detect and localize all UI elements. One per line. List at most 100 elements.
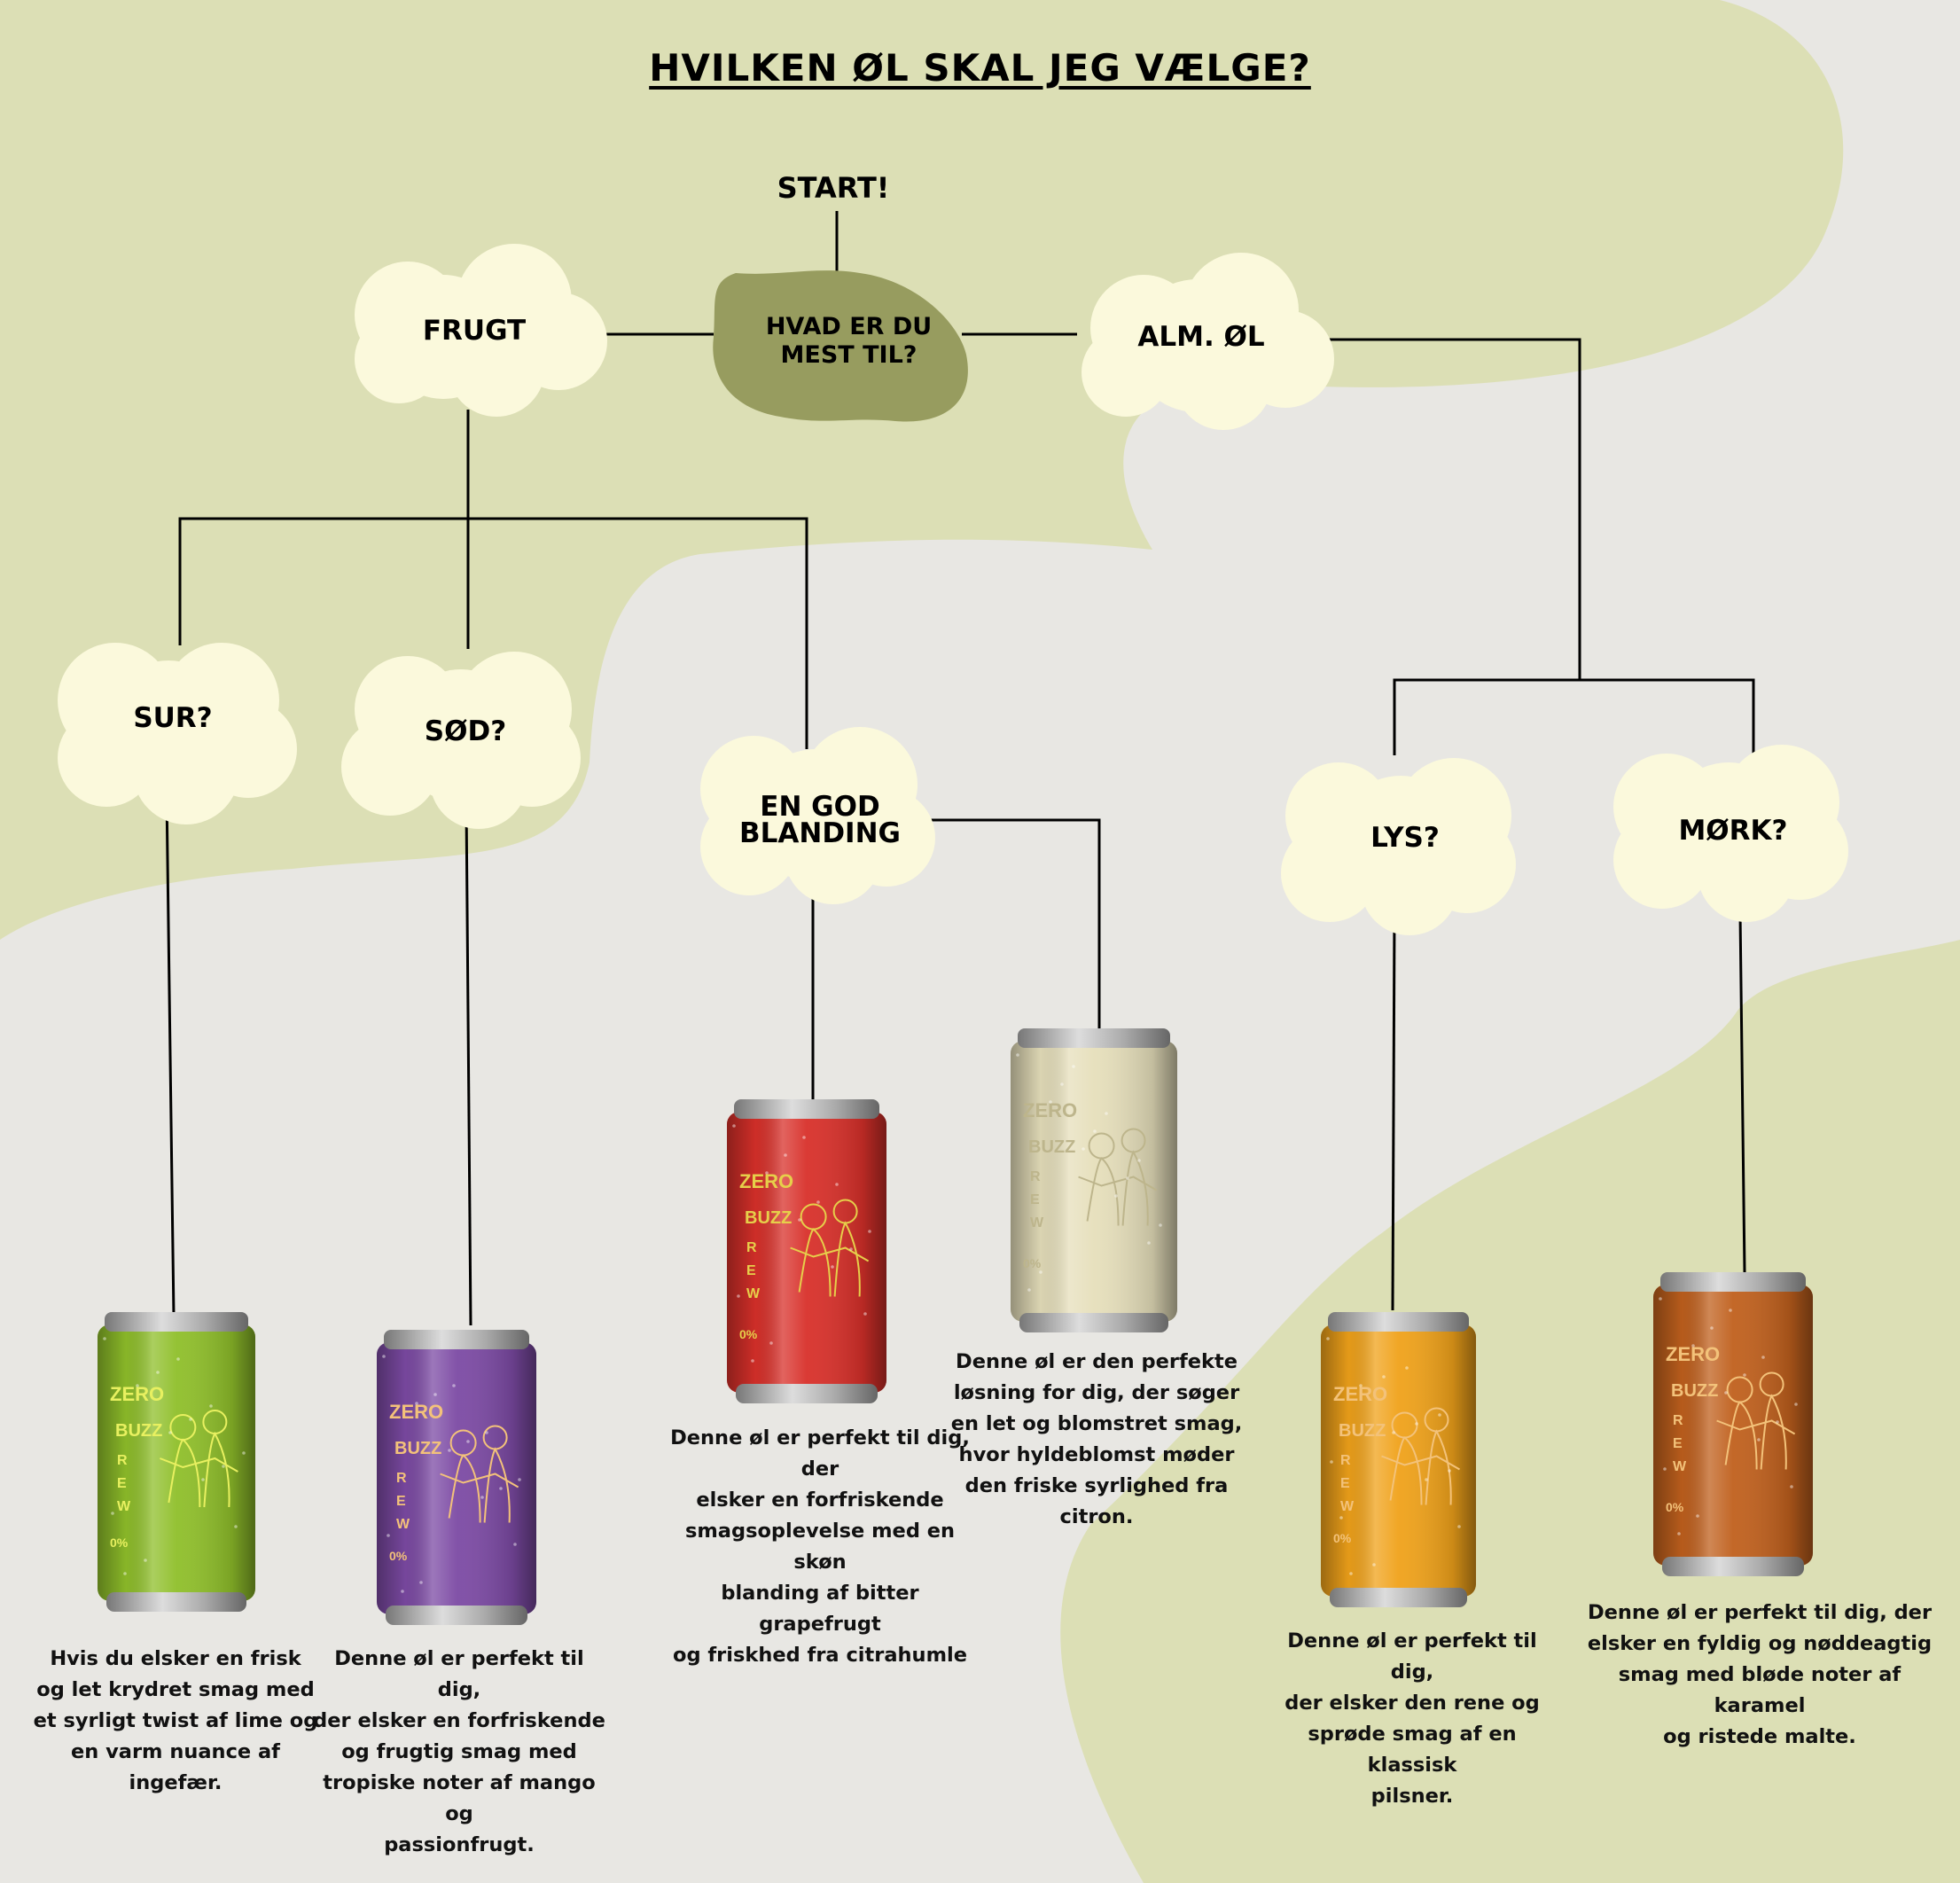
can-droplet [382,1355,386,1358]
can-brand-text: ZERO [389,1401,443,1423]
can-illustration [798,1221,861,1297]
can-brand-text: ZERO [1333,1383,1387,1405]
can-droplet [737,1294,740,1298]
can-droplet [1794,1402,1798,1406]
line-light-dark [1393,678,1755,755]
can-droplet [1372,1563,1376,1567]
can-brand-letter: E [1340,1476,1350,1491]
can-droplet [1039,1270,1042,1274]
can-droplet [401,1590,404,1593]
can-green: ZERO BUZZ REW 0% [98,1312,255,1612]
description-line: pilsner. [1370,1785,1454,1808]
can-brand-text: BUZZ [1671,1381,1718,1401]
can-droplet [1757,1438,1761,1442]
can-base [1330,1588,1467,1607]
cans: ZEROBUZZREW0%ZEROBUZZREW0%ZEROBUZZREW0%Z… [98,1028,1813,1625]
line-sweet-can [465,804,472,1326]
can-droplet [222,1465,225,1468]
can-droplet [1691,1344,1695,1348]
description-purple: Denne øl er perfekt til dig, der elsker e… [313,1644,605,1861]
can-droplet [156,1371,160,1374]
cloud-fruit [355,244,607,417]
can-brand-letter: E [1030,1192,1040,1207]
description-line: Denne øl er perfekt til dig, der [670,1426,970,1481]
start-label: START! [777,171,890,205]
can-droplet [1710,1326,1714,1330]
can-droplet [136,1384,139,1387]
can-illustration [168,1431,230,1508]
question-node-label: HVAD ER DU MEST TIL? [736,310,962,372]
can-illustration [1716,1419,1796,1435]
can-brand-text: BUZZ [745,1208,792,1228]
can-brand-letter: R [1340,1453,1351,1468]
can-droplet [1696,1514,1699,1518]
can-droplet [1049,1100,1052,1104]
can-cream: ZERO BUZZ REW 0% [1011,1028,1177,1332]
connector-lines [165,211,1755,1326]
can-droplet [433,1393,437,1396]
can-droplet [111,1512,114,1515]
can-droplet [201,1478,205,1481]
can-lid [384,1330,529,1349]
can-droplet [1724,1391,1728,1395]
can-droplet [1349,1572,1353,1575]
can-brand-letter: R [117,1453,128,1468]
description-line: og let krydret smag med [36,1678,315,1701]
mix-line-2: BLANDING [739,817,901,849]
description-line: elsker en forfriskende [696,1488,944,1512]
can-droplet [452,1384,456,1387]
can-droplet [485,1431,488,1434]
can-droplet [1405,1366,1409,1370]
regular-node-label: ALM. ØL [1137,320,1265,353]
description-brown: Denne øl er perfekt til dig, der elsker e… [1587,1598,1933,1753]
line-fruit-branch [178,517,808,749]
can-lid [1660,1272,1806,1292]
description-line: Denne øl er perfekt til dig, der [1587,1601,1933,1624]
can-droplet [1743,1373,1746,1377]
question-line-2: MEST TIL? [780,341,918,369]
can-droplet [1448,1469,1451,1473]
can-droplet [765,1171,769,1175]
can-illustration [1086,1150,1149,1226]
cloud-mix [700,727,935,904]
can-abv: 0% [1333,1531,1352,1545]
can-brand-text: BUZZ [1339,1421,1386,1441]
description-line: den friske syrlighed fra [964,1474,1229,1497]
can-base [1662,1557,1804,1576]
question-blob [713,270,968,422]
can-droplet [1330,1460,1333,1464]
can-droplet [499,1487,503,1490]
can-droplet [168,1431,172,1434]
question-line-1: HVAD ER DU [765,313,933,340]
can-droplet [1016,1053,1019,1057]
can-droplet [732,1124,736,1128]
can-droplet [1126,1176,1129,1180]
can-abv: 0% [1666,1500,1684,1514]
mix-line-1: EN GOD [760,791,880,823]
cloud-sweet [341,652,581,829]
can-droplet [751,1359,754,1363]
can-droplet [1776,1420,1779,1424]
description-line: et syrligt twist af lime og [33,1709,318,1732]
description-line: en let og blomstret smag, [950,1412,1243,1435]
can-brand-letter: E [117,1476,127,1491]
can-droplet [863,1312,867,1316]
can-brand-text: BUZZ [394,1439,441,1458]
can-brand-letter: E [746,1263,756,1278]
can-droplet [1790,1485,1793,1488]
can-droplet [1159,1223,1162,1227]
can-lid [105,1312,248,1332]
can-illustration [1389,1429,1452,1505]
light-node-label: LYS? [1370,821,1440,854]
can-droplet [1339,1516,1343,1520]
can-droplet [1093,1129,1097,1133]
can-brand-letter: W [1340,1499,1355,1514]
can-droplet [123,1572,127,1575]
line-regular-branch [1325,338,1581,680]
description-line: smagsoplevelse med en skøn [684,1520,956,1574]
can-droplet [176,1357,180,1361]
can-base [1019,1313,1168,1332]
can-purple: ZERO BUZZ REW 0% [377,1330,536,1625]
can-brand-text: BUZZ [1028,1137,1075,1157]
